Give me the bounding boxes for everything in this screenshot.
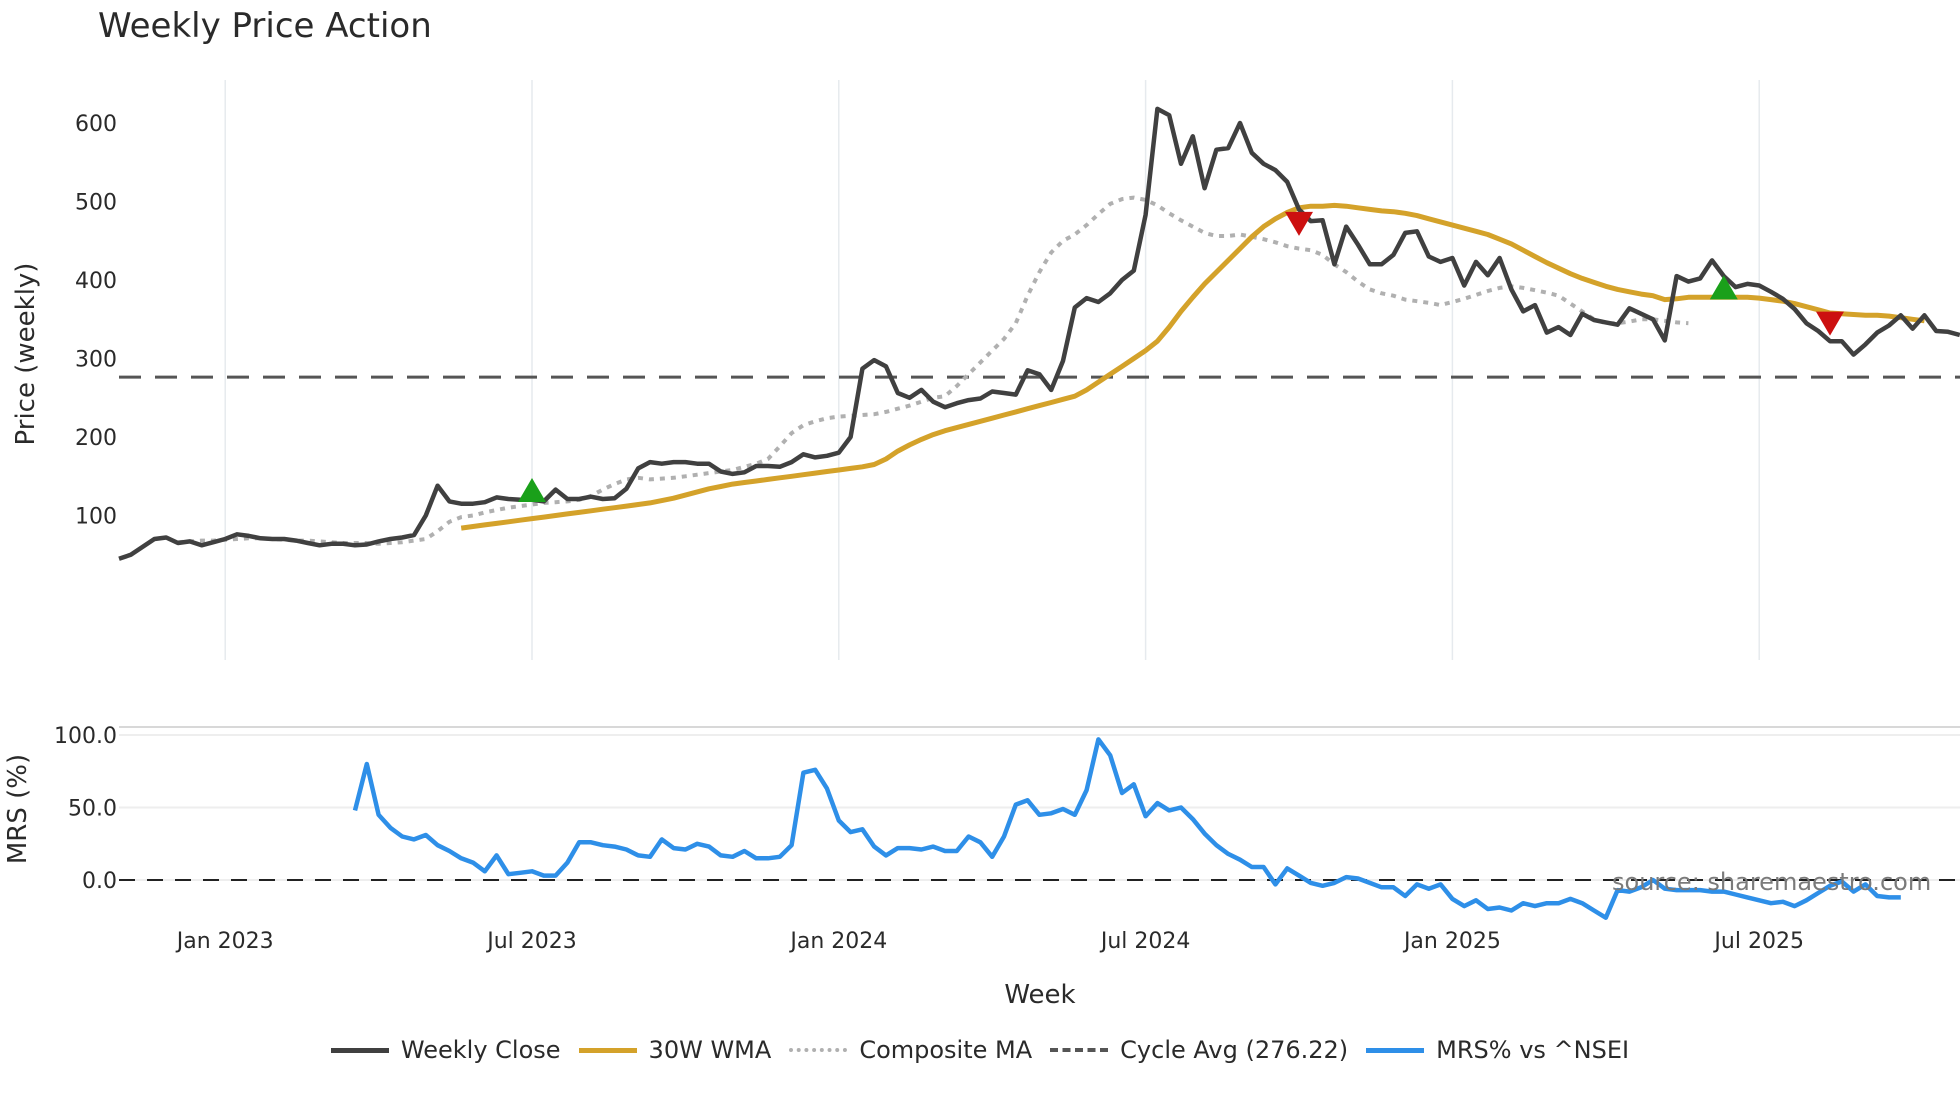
- price-y-axis: 100 200 300 400 500 600: [75, 112, 117, 530]
- y-tick-label: 500: [75, 191, 117, 216]
- y-tick-label: 100: [75, 505, 117, 530]
- weekly-close-line: [118, 106, 1960, 561]
- y-tick-label: 400: [75, 269, 117, 294]
- legend-label: Weekly Close: [400, 1036, 561, 1064]
- series-lines: [118, 106, 1960, 920]
- legend: Weekly Close 30W WMA Composite MA Cycle Avg…: [0, 1036, 1960, 1064]
- legend-swatch-icon: [1366, 1047, 1425, 1053]
- legend-swatch-icon: [789, 1048, 848, 1052]
- x-tick-label: Jan 2025: [1402, 929, 1501, 954]
- x-tick-label: Jan 2023: [175, 929, 274, 954]
- signal-markers: [518, 211, 1844, 502]
- legend-label: Composite MA: [859, 1036, 1033, 1064]
- sell-signal-icon: [1816, 311, 1844, 336]
- legend-label: MRS% vs ^NSEI: [1436, 1036, 1630, 1064]
- legend-item[interactable]: Weekly Close: [330, 1036, 561, 1064]
- legend-item[interactable]: Cycle Avg (276.22): [1050, 1036, 1348, 1064]
- composite-ma-line: [177, 195, 1689, 546]
- y-tick-label: 0.0: [82, 869, 117, 894]
- x-tick-label: Jul 2024: [1099, 929, 1191, 954]
- chart-title: Weekly Price Action: [98, 6, 432, 46]
- legend-item[interactable]: MRS% vs ^NSEI: [1366, 1036, 1629, 1064]
- 30w-wma-line: [460, 202, 1925, 531]
- watermark: source: sharemaestro.com: [1612, 868, 1931, 896]
- y-tick-label: 100.0: [54, 724, 117, 749]
- buy-signal-icon: [518, 477, 546, 502]
- x-axis-label: Week: [1004, 980, 1075, 1010]
- mrs-line: [352, 737, 1901, 920]
- sell-signal-icon: [1285, 211, 1313, 236]
- legend-swatch-icon: [330, 1047, 389, 1053]
- y-tick-label: 300: [75, 348, 117, 373]
- x-tick-label: Jul 2023: [485, 929, 577, 954]
- legend-label: Cycle Avg (276.22): [1120, 1036, 1349, 1064]
- legend-swatch-icon: [1050, 1048, 1109, 1052]
- legend-item[interactable]: Composite MA: [789, 1036, 1032, 1064]
- buy-signal-icon: [1709, 275, 1738, 300]
- legend-label: 30W WMA: [648, 1036, 772, 1064]
- y-tick-label: 200: [75, 426, 117, 451]
- mrs-y-axis-label: MRS (%): [3, 754, 33, 864]
- price-y-axis-label: Price (weekly): [11, 263, 41, 446]
- y-tick-label: 600: [75, 112, 117, 137]
- x-tick-label: Jan 2024: [788, 929, 887, 954]
- mrs-y-axis: 100.0 50.0 0.0: [54, 724, 117, 894]
- legend-swatch-icon: [578, 1047, 637, 1053]
- legend-item[interactable]: 30W WMA: [578, 1036, 772, 1064]
- vertical-gridlines: [119, 80, 1960, 881]
- y-tick-label: 50.0: [68, 797, 117, 822]
- x-tick-label: Jul 2025: [1712, 929, 1804, 954]
- x-axis: Jan 2023 Jul 2023 Jan 2024 Jul 2024 Jan 2025…: [175, 929, 1804, 954]
